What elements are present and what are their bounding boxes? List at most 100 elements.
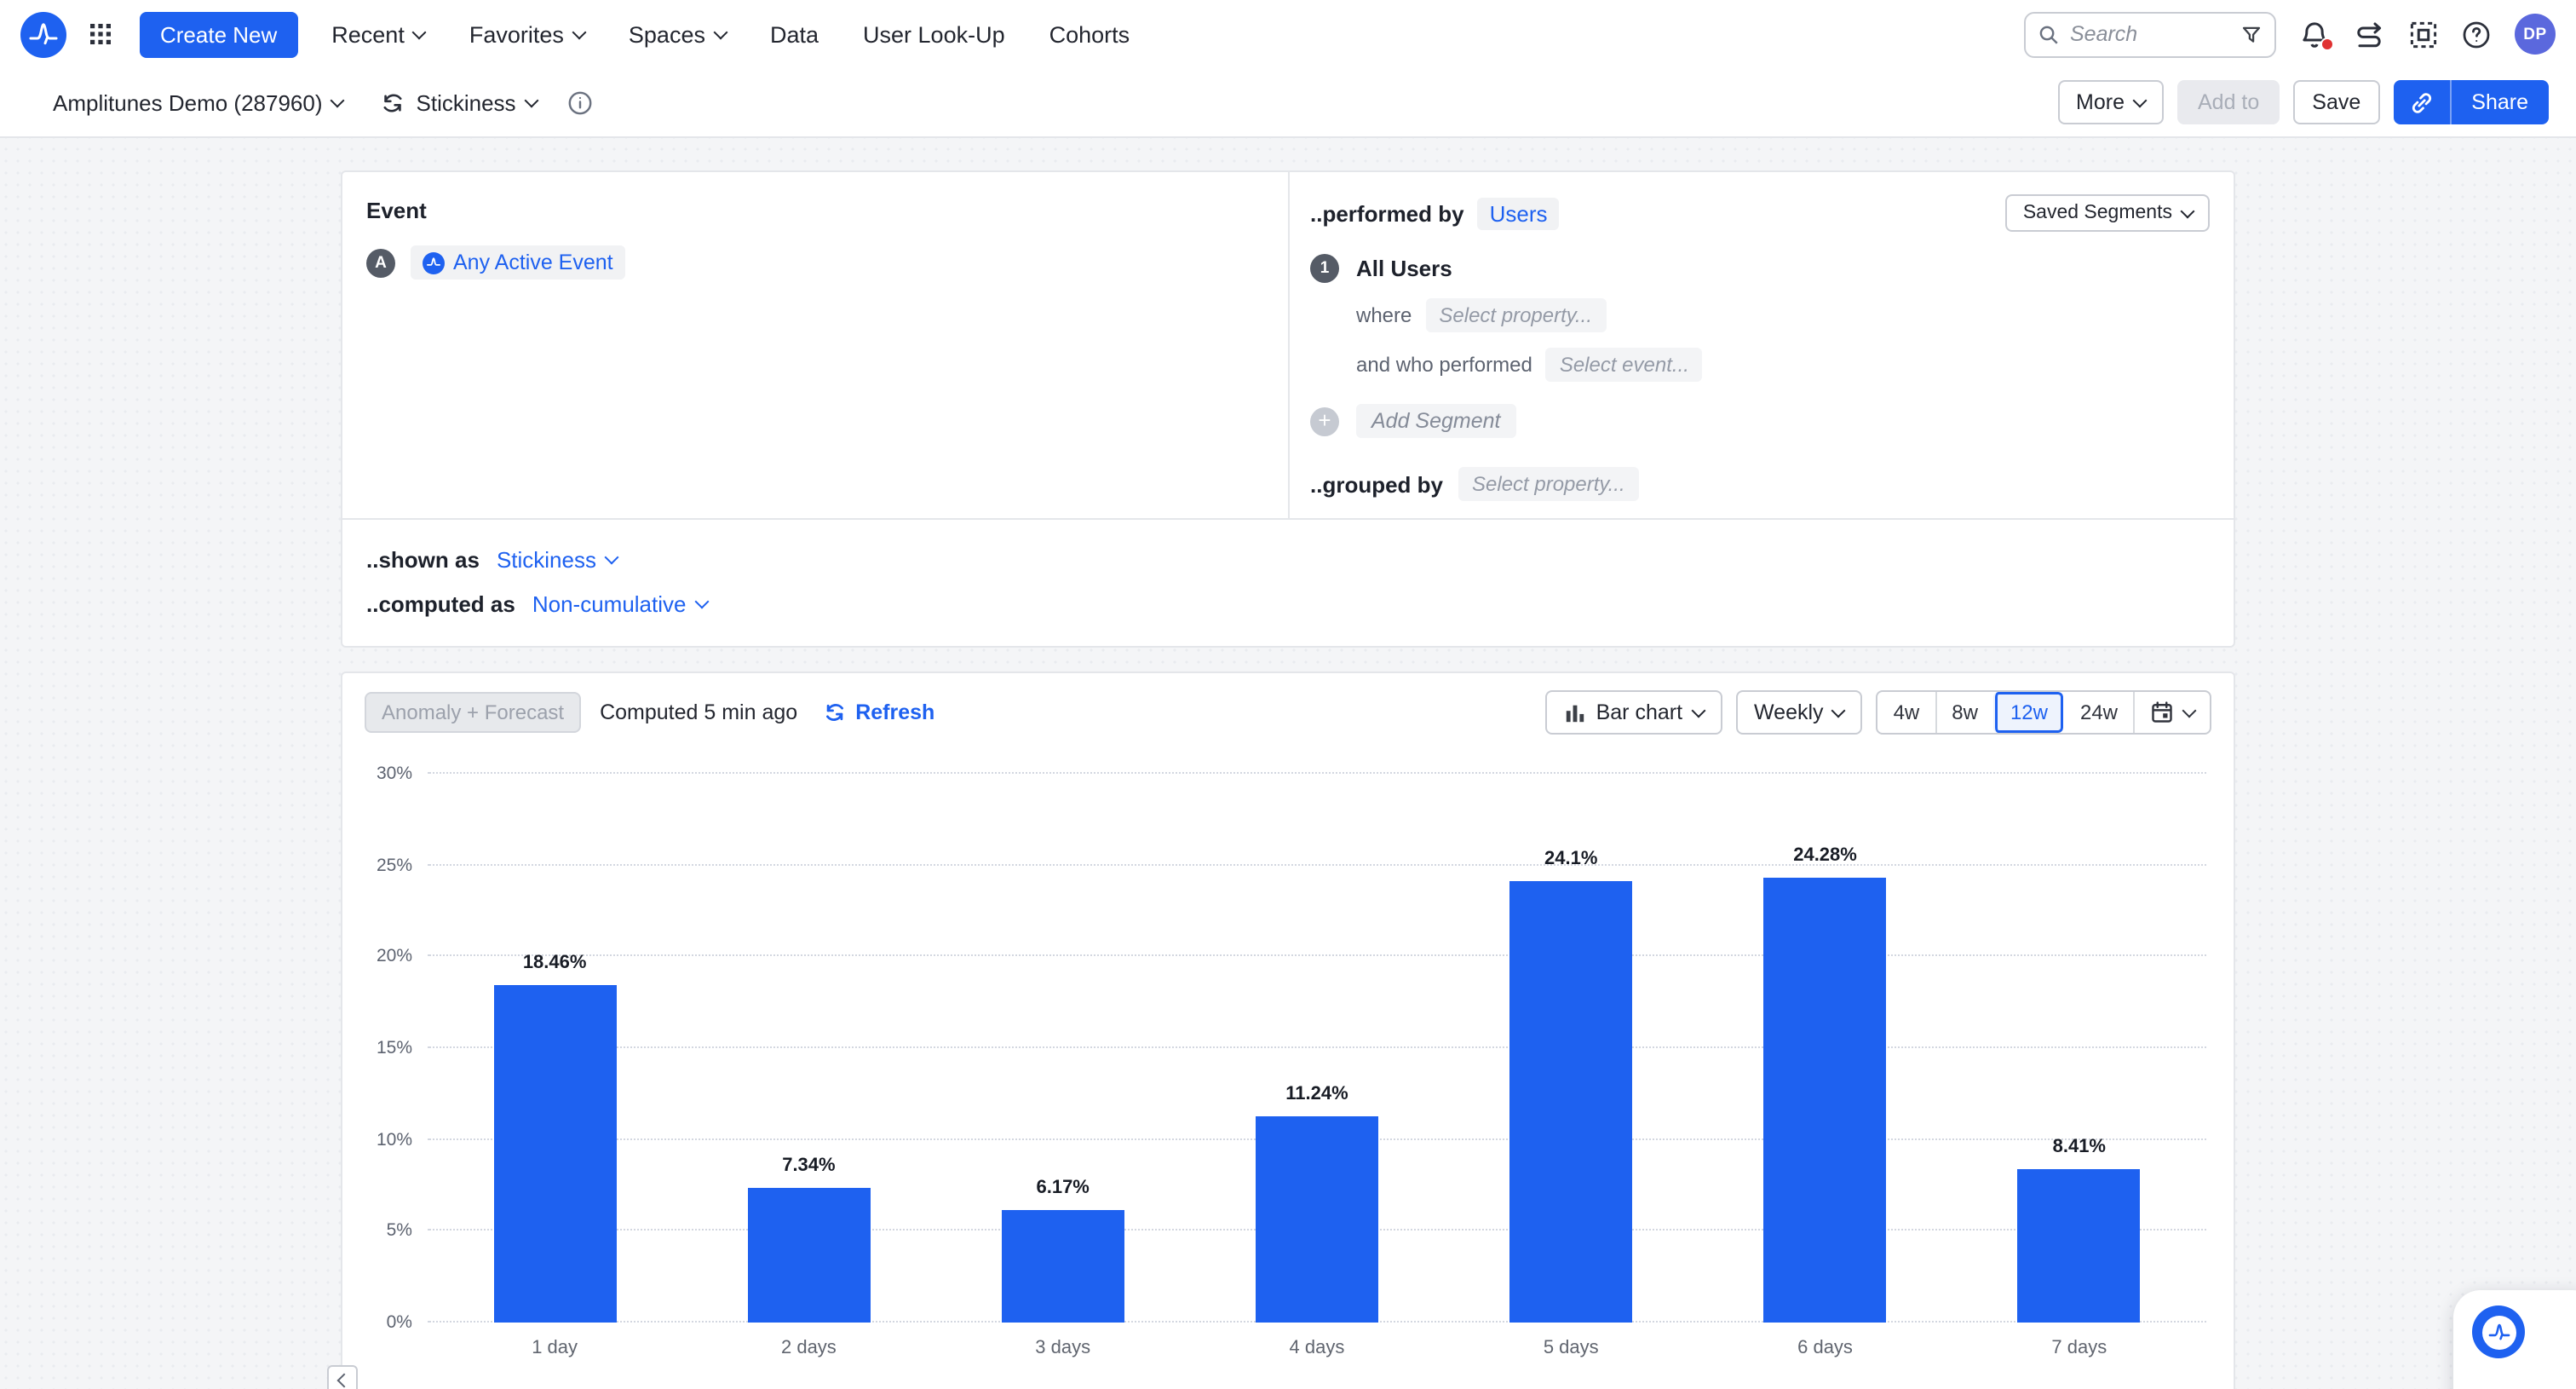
bar-7-days[interactable] (2017, 1168, 2141, 1323)
copy-link-icon[interactable] (2393, 80, 2452, 124)
nav-item-cohorts[interactable]: Cohorts (1049, 21, 1130, 47)
event-chip[interactable]: Any Active Event (411, 245, 625, 280)
y-axis-tick: 30% (376, 764, 412, 784)
bar-1-day[interactable] (493, 984, 617, 1323)
chevron-down-icon (713, 24, 728, 39)
bar-slot: 6.17% 3 days (936, 774, 1190, 1358)
bar-slot: 11.24% 4 days (1190, 774, 1444, 1358)
refresh-icon (826, 704, 844, 721)
y-axis-tick: 0% (386, 1312, 412, 1333)
nav-right-group: Search DP (2024, 11, 2556, 57)
chevron-down-icon (1831, 702, 1847, 718)
x-axis-label: 3 days (1035, 1338, 1091, 1358)
analysis-type-selector[interactable]: Stickiness (381, 89, 539, 115)
bar-slot: 24.28% 6 days (1698, 774, 1952, 1358)
chevron-down-icon (604, 549, 619, 564)
amplitude-assistant-button[interactable] (2472, 1305, 2525, 1358)
y-axis-tick: 10% (376, 1129, 412, 1150)
top-nav: Create New Recent Favorites Spaces Data … (0, 0, 2576, 68)
saved-segments-button[interactable]: Saved Segments (2005, 194, 2210, 232)
filter-funnel-icon[interactable] (2240, 23, 2263, 45)
project-selector[interactable]: Amplitunes Demo (287960) (53, 89, 345, 115)
nav-item-data[interactable]: Data (769, 21, 819, 47)
x-axis-label: 2 days (780, 1338, 837, 1358)
bar-chart-icon (1566, 704, 1584, 722)
event-header: Event (366, 198, 427, 223)
custom-date-range[interactable] (2133, 692, 2210, 733)
range-8w[interactable]: 8w (1935, 692, 1993, 733)
bar-slot: 7.34% 2 days (681, 774, 935, 1358)
bar-value-label: 18.46% (522, 952, 587, 973)
chart-card: Anomaly + Forecast Computed 5 min ago Re… (327, 671, 2235, 1389)
shown-as-selector[interactable]: Stickiness (497, 546, 619, 572)
performed-by-selector[interactable]: Users (1477, 197, 1560, 229)
notifications-bell-icon[interactable] (2300, 20, 2334, 50)
who-performed-event-input[interactable]: Select event... (1545, 348, 1703, 382)
chevron-down-icon (331, 92, 345, 107)
share-split-button: Share (2393, 80, 2549, 124)
anomaly-forecast-button: Anomaly + Forecast (365, 692, 582, 733)
search-icon (2039, 25, 2058, 43)
help-icon[interactable] (2462, 20, 2491, 49)
x-axis-label: 5 days (1543, 1338, 1599, 1358)
bar-slot: 8.41% 7 days (1952, 774, 2206, 1358)
apps-grid-icon[interactable] (89, 22, 112, 46)
chevron-down-icon (572, 24, 587, 39)
notification-badge (2320, 37, 2334, 50)
bar-5-days[interactable] (1509, 881, 1633, 1323)
who-performed-label: and who performed (1356, 353, 1532, 377)
nav-item-user-lookup[interactable]: User Look-Up (863, 21, 1005, 47)
create-new-button[interactable]: Create New (140, 11, 298, 57)
nav-item-favorites[interactable]: Favorites (469, 21, 587, 47)
main-nav-links: Recent Favorites Spaces Data User Look-U… (331, 21, 1130, 47)
chart-type-dropdown[interactable]: Bar chart (1544, 690, 1722, 735)
assistant-bubble (2453, 1290, 2576, 1389)
chevron-down-icon (1690, 702, 1705, 718)
bar-slot: 24.1% 5 days (1444, 774, 1698, 1358)
interval-dropdown[interactable]: Weekly (1735, 690, 1863, 735)
x-axis-label: 6 days (1797, 1338, 1853, 1358)
dashed-frame-icon[interactable] (2409, 20, 2438, 49)
bar-value-label: 24.1% (1544, 849, 1598, 870)
where-property-input[interactable]: Select property... (1425, 298, 1607, 332)
range-12w-selected[interactable]: 12w (1992, 692, 2063, 733)
refresh-button[interactable]: Refresh (823, 700, 934, 724)
chevron-down-icon (694, 593, 709, 608)
range-4w[interactable]: 4w (1893, 700, 1920, 724)
scroll-left-button[interactable] (327, 1365, 358, 1389)
gridline: 25% (377, 855, 2206, 875)
global-search-input[interactable]: Search (2024, 11, 2276, 57)
bar-value-label: 24.28% (1793, 845, 1857, 867)
computed-as-selector[interactable]: Non-cumulative (532, 591, 709, 616)
chart-view-controls: Bar chart Weekly 4w 8w 12w 24w (1544, 690, 2211, 735)
add-segment-plus-icon[interactable]: + (1310, 406, 1339, 435)
gridline: 30% (377, 764, 2206, 784)
performed-by-label: ..performed by (1310, 200, 1464, 226)
event-name: Any Active Event (453, 251, 613, 274)
bar-2-days[interactable] (747, 1188, 871, 1323)
event-panel: Event A Any Active Event (342, 172, 1290, 518)
info-icon[interactable] (567, 89, 593, 115)
computed-as-label: ..computed as (366, 591, 515, 616)
segment-name[interactable]: All Users (1356, 256, 1452, 281)
journeys-icon[interactable] (2353, 21, 2385, 47)
chevron-left-icon (336, 1373, 352, 1388)
add-segment-button[interactable]: Add Segment (1356, 404, 1516, 438)
toolbar-actions: More Add to Save Share (2057, 80, 2549, 124)
chevron-down-icon (524, 92, 539, 107)
segment-panel: ..performed by Users Saved Segments 1 Al… (1290, 172, 2234, 518)
share-button[interactable]: Share (2451, 80, 2549, 124)
more-button[interactable]: More (2057, 80, 2164, 124)
save-button[interactable]: Save (2293, 80, 2380, 124)
display-settings: ..shown as Stickiness ..computed as Non-… (342, 518, 2234, 646)
bar-4-days[interactable] (1255, 1116, 1378, 1323)
amplitude-logo-icon[interactable] (20, 11, 66, 57)
segment-number-badge: 1 (1310, 254, 1339, 283)
user-avatar[interactable]: DP (2515, 14, 2556, 55)
grouped-by-property-input[interactable]: Select property... (1458, 467, 1639, 501)
nav-item-spaces[interactable]: Spaces (629, 21, 728, 47)
bar-3-days[interactable] (1001, 1209, 1124, 1323)
bar-6-days[interactable] (1763, 878, 1887, 1323)
range-24w[interactable]: 24w (2079, 700, 2118, 724)
nav-item-recent[interactable]: Recent (331, 21, 428, 47)
